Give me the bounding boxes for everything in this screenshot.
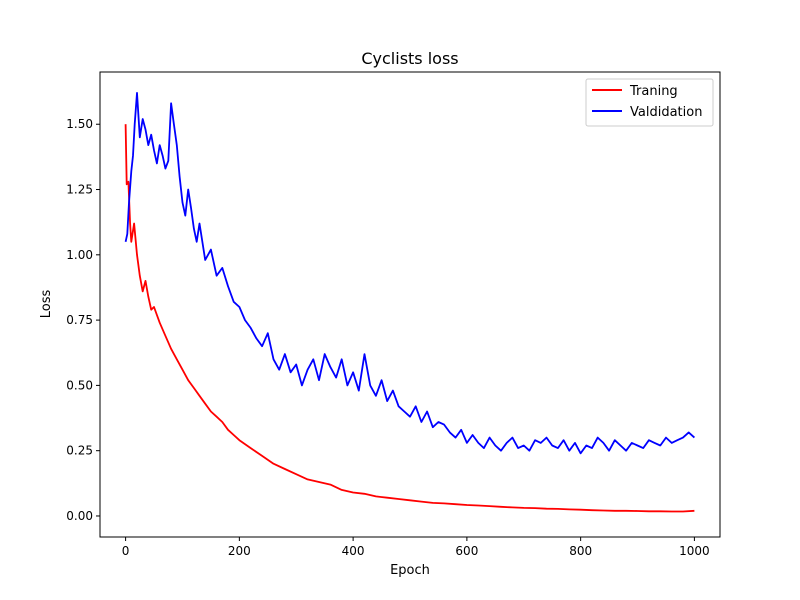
plot-area (99, 71, 721, 538)
x-tick-label: 800 (569, 544, 592, 558)
x-tick-label: 0 (122, 544, 130, 558)
legend-label-training: Traning (629, 84, 678, 99)
axes-frame (99, 71, 721, 538)
x-tick-label: 400 (342, 544, 365, 558)
x-axis-label: Epoch (390, 563, 430, 578)
x-tick-label: 600 (455, 544, 478, 558)
y-tick-label: 1.00 (66, 248, 93, 262)
series-line-training (124, 124, 695, 513)
series-line-validation (124, 92, 696, 455)
y-tick-label: 1.50 (66, 117, 93, 131)
y-axis-ticks: 0.00 0.25 0.50 0.75 1.00 1.25 1.50 (66, 117, 100, 523)
series-layer (124, 92, 696, 513)
y-tick-label: 0.25 (66, 444, 93, 458)
chart-title: Cyclists loss (361, 49, 458, 68)
y-tick-label: 1.25 (66, 183, 93, 197)
y-tick-label: 0.50 (66, 378, 93, 392)
legend: Traning Valdidation (585, 78, 714, 127)
y-tick-label: 0.75 (66, 313, 93, 327)
x-axis-ticks: 0 200 400 600 800 1000 (122, 537, 710, 558)
y-axis-label: Loss (39, 290, 54, 319)
x-tick-label: 1000 (679, 544, 710, 558)
y-tick-label: 0.00 (66, 509, 93, 523)
legend-label-validation: Valdidation (630, 105, 702, 120)
x-tick-label: 200 (228, 544, 251, 558)
